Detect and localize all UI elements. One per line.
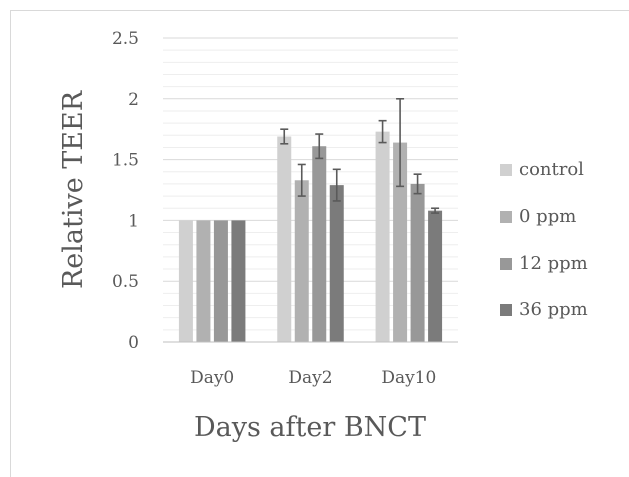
legend-item: 36 ppm (500, 299, 588, 320)
error-bar (297, 163, 306, 197)
error-bar (315, 133, 324, 160)
legend-item: 0 ppm (500, 206, 576, 227)
y-tick-label: 2 (128, 90, 139, 110)
x-tick-label: Day10 (381, 368, 436, 388)
gridlines (163, 37, 458, 331)
error-bar (431, 207, 440, 214)
legend-item: control (500, 159, 584, 180)
legend-label: control (519, 159, 584, 180)
legend-label: 12 ppm (519, 253, 588, 274)
y-tick-label: 1.5 (112, 151, 139, 171)
legend-label: 0 ppm (519, 206, 576, 227)
y-axis-ticks: 0 0.5 1 1.5 2 2.5 (112, 29, 139, 353)
bar (277, 136, 292, 342)
y-tick-label: 2.5 (112, 29, 139, 49)
error-bar (280, 128, 289, 145)
legend: control 0 ppm 12 ppm 36 ppm (500, 159, 588, 320)
y-axis-title: Relative TEER (58, 90, 89, 289)
bar (294, 180, 309, 342)
bar (213, 220, 228, 342)
legend-label: 36 ppm (519, 299, 588, 320)
legend-swatch (500, 164, 512, 176)
x-tick-label: Day0 (190, 368, 234, 388)
bar (231, 220, 246, 342)
bar (375, 131, 390, 342)
error-bar (413, 173, 422, 195)
y-tick-label: 0.5 (112, 272, 139, 292)
bar (329, 185, 344, 342)
y-tick-label: 1 (128, 211, 139, 231)
x-axis-title: Days after BNCT (194, 412, 426, 443)
y-tick-label: 0 (128, 333, 139, 353)
bars (178, 131, 443, 342)
legend-swatch (500, 258, 512, 270)
x-axis-ticks: Day0 Day2 Day10 (190, 368, 436, 388)
error-bars (280, 98, 440, 214)
bar (196, 220, 211, 342)
error-bar (332, 168, 341, 202)
legend-swatch (500, 304, 512, 316)
error-bar (378, 119, 387, 144)
bar (393, 142, 408, 342)
bar (312, 146, 327, 342)
bar (178, 220, 193, 342)
chart-frame (10, 10, 629, 477)
legend-item: 12 ppm (500, 253, 588, 274)
legend-swatch (500, 211, 512, 223)
error-bar (396, 98, 405, 188)
bar (410, 183, 425, 342)
x-tick-label: Day2 (288, 368, 332, 388)
bar (428, 210, 443, 342)
